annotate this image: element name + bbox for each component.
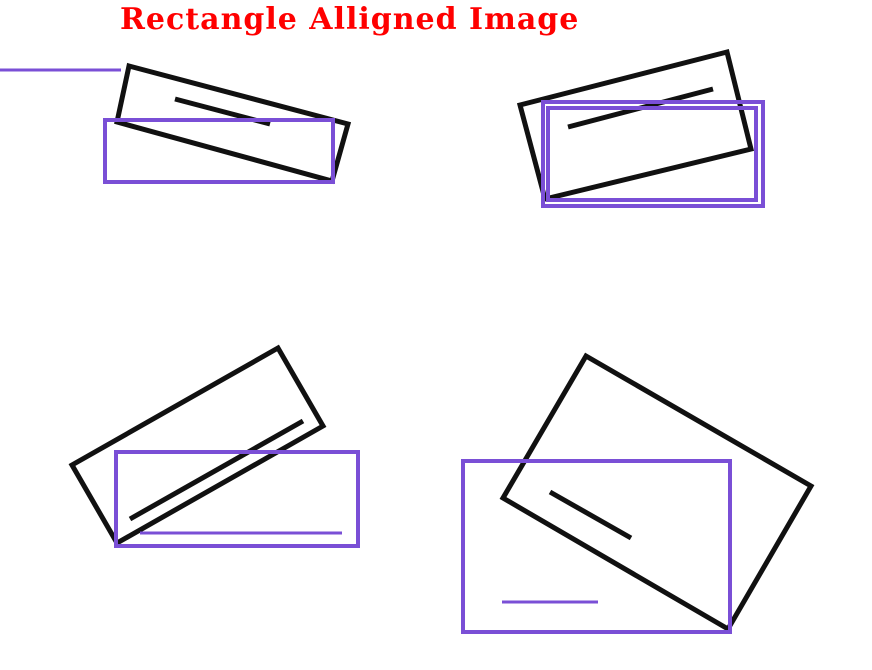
rotated-rectangle <box>499 352 815 633</box>
bounding-box <box>103 118 335 184</box>
rotated-rectangle <box>68 344 327 547</box>
bounding-box-inner <box>546 106 758 202</box>
bounding-box <box>461 459 732 634</box>
rotated-rectangle <box>516 48 755 203</box>
shape-group-3 <box>68 344 360 548</box>
inner-line <box>548 489 633 541</box>
bounding-box <box>114 450 360 548</box>
shape-group-4 <box>461 352 815 634</box>
inner-line <box>128 418 305 522</box>
diagram-title: Rectangle Alligned Image <box>120 2 579 37</box>
bounding-box-outer <box>541 100 765 208</box>
shape-group-2 <box>516 48 765 208</box>
rotated-rectangle <box>114 62 352 185</box>
shape-group-1 <box>103 62 352 185</box>
